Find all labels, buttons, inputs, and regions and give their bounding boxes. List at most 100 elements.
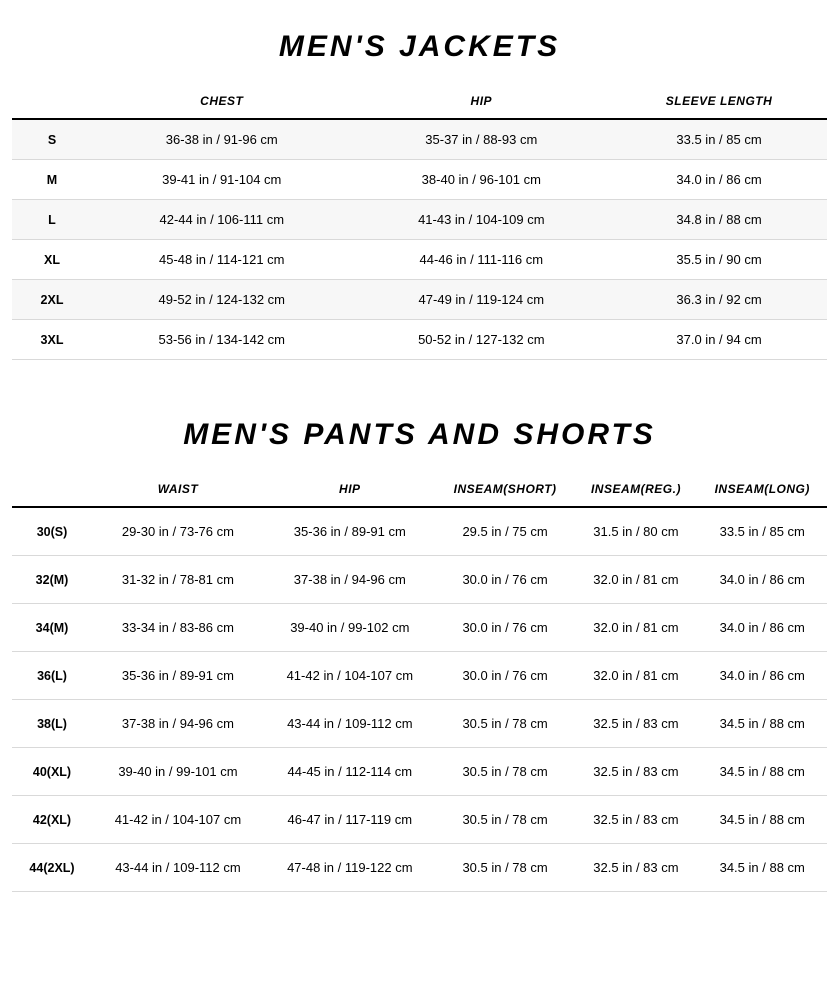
col-blank — [12, 84, 92, 119]
cell-hip: 47-48 in / 119-122 cm — [264, 844, 436, 892]
table-row: 30(S)29-30 in / 73-76 cm35-36 in / 89-91… — [12, 507, 827, 556]
cell-waist: 35-36 in / 89-91 cm — [92, 652, 264, 700]
col-hip: HIP — [352, 84, 612, 119]
cell-inseam-long: 34.0 in / 86 cm — [697, 652, 827, 700]
cell-chest: 42-44 in / 106-111 cm — [92, 200, 352, 240]
cell-chest: 36-38 in / 91-96 cm — [92, 119, 352, 160]
col-hip: HIP — [264, 472, 436, 507]
cell-hip: 41-42 in / 104-107 cm — [264, 652, 436, 700]
cell-inseam-reg: 32.0 in / 81 cm — [574, 556, 697, 604]
cell-hip: 35-37 in / 88-93 cm — [352, 119, 612, 160]
table-header-row: WAIST HIP INSEAM(SHORT) INSEAM(REG.) INS… — [12, 472, 827, 507]
col-sleeve: SLEEVE LENGTH — [611, 84, 827, 119]
cell-waist: 33-34 in / 83-86 cm — [92, 604, 264, 652]
cell-inseam-reg: 31.5 in / 80 cm — [574, 507, 697, 556]
table-row: M39-41 in / 91-104 cm38-40 in / 96-101 c… — [12, 160, 827, 200]
size-label: S — [12, 119, 92, 160]
cell-sleeve: 37.0 in / 94 cm — [611, 320, 827, 360]
table-row: 40(XL)39-40 in / 99-101 cm44-45 in / 112… — [12, 748, 827, 796]
size-label: 38(L) — [12, 700, 92, 748]
pants-table: WAIST HIP INSEAM(SHORT) INSEAM(REG.) INS… — [12, 472, 827, 892]
cell-hip: 46-47 in / 117-119 cm — [264, 796, 436, 844]
cell-waist: 37-38 in / 94-96 cm — [92, 700, 264, 748]
cell-inseam-reg: 32.5 in / 83 cm — [574, 844, 697, 892]
cell-hip: 44-45 in / 112-114 cm — [264, 748, 436, 796]
cell-inseam-reg: 32.5 in / 83 cm — [574, 748, 697, 796]
cell-waist: 41-42 in / 104-107 cm — [92, 796, 264, 844]
table-row: 34(M)33-34 in / 83-86 cm39-40 in / 99-10… — [12, 604, 827, 652]
table-row: 2XL49-52 in / 124-132 cm47-49 in / 119-1… — [12, 280, 827, 320]
cell-chest: 39-41 in / 91-104 cm — [92, 160, 352, 200]
cell-inseam-long: 34.5 in / 88 cm — [697, 748, 827, 796]
cell-inseam-long: 34.5 in / 88 cm — [697, 700, 827, 748]
cell-waist: 43-44 in / 109-112 cm — [92, 844, 264, 892]
cell-inseam-reg: 32.5 in / 83 cm — [574, 700, 697, 748]
size-label: 44(2XL) — [12, 844, 92, 892]
pants-title: MEN'S PANTS AND SHORTS — [12, 418, 827, 452]
table-row: XL45-48 in / 114-121 cm44-46 in / 111-11… — [12, 240, 827, 280]
cell-sleeve: 36.3 in / 92 cm — [611, 280, 827, 320]
cell-chest: 45-48 in / 114-121 cm — [92, 240, 352, 280]
size-label: 42(XL) — [12, 796, 92, 844]
cell-inseam-long: 33.5 in / 85 cm — [697, 507, 827, 556]
cell-hip: 39-40 in / 99-102 cm — [264, 604, 436, 652]
cell-inseam-reg: 32.0 in / 81 cm — [574, 652, 697, 700]
size-label: M — [12, 160, 92, 200]
table-row: 44(2XL)43-44 in / 109-112 cm47-48 in / 1… — [12, 844, 827, 892]
size-label: 36(L) — [12, 652, 92, 700]
cell-hip: 41-43 in / 104-109 cm — [352, 200, 612, 240]
table-row: S36-38 in / 91-96 cm35-37 in / 88-93 cm3… — [12, 119, 827, 160]
cell-waist: 39-40 in / 99-101 cm — [92, 748, 264, 796]
col-inseam-short: INSEAM(SHORT) — [436, 472, 575, 507]
table-row: 42(XL)41-42 in / 104-107 cm46-47 in / 11… — [12, 796, 827, 844]
cell-inseam-short: 29.5 in / 75 cm — [436, 507, 575, 556]
col-blank — [12, 472, 92, 507]
cell-chest: 53-56 in / 134-142 cm — [92, 320, 352, 360]
cell-chest: 49-52 in / 124-132 cm — [92, 280, 352, 320]
cell-waist: 29-30 in / 73-76 cm — [92, 507, 264, 556]
size-label: 32(M) — [12, 556, 92, 604]
cell-hip: 50-52 in / 127-132 cm — [352, 320, 612, 360]
size-label: XL — [12, 240, 92, 280]
size-label: 2XL — [12, 280, 92, 320]
cell-inseam-long: 34.0 in / 86 cm — [697, 556, 827, 604]
cell-inseam-short: 30.0 in / 76 cm — [436, 652, 575, 700]
cell-sleeve: 34.0 in / 86 cm — [611, 160, 827, 200]
size-label: 40(XL) — [12, 748, 92, 796]
cell-sleeve: 35.5 in / 90 cm — [611, 240, 827, 280]
cell-hip: 43-44 in / 109-112 cm — [264, 700, 436, 748]
size-label: L — [12, 200, 92, 240]
cell-hip: 38-40 in / 96-101 cm — [352, 160, 612, 200]
table-row: 32(M)31-32 in / 78-81 cm37-38 in / 94-96… — [12, 556, 827, 604]
cell-inseam-short: 30.5 in / 78 cm — [436, 700, 575, 748]
cell-inseam-reg: 32.5 in / 83 cm — [574, 796, 697, 844]
cell-hip: 37-38 in / 94-96 cm — [264, 556, 436, 604]
cell-sleeve: 33.5 in / 85 cm — [611, 119, 827, 160]
col-inseam-long: INSEAM(LONG) — [697, 472, 827, 507]
cell-inseam-long: 34.0 in / 86 cm — [697, 604, 827, 652]
cell-inseam-short: 30.0 in / 76 cm — [436, 556, 575, 604]
col-waist: WAIST — [92, 472, 264, 507]
cell-inseam-short: 30.5 in / 78 cm — [436, 844, 575, 892]
cell-inseam-short: 30.5 in / 78 cm — [436, 748, 575, 796]
jackets-table: CHEST HIP SLEEVE LENGTH S36-38 in / 91-9… — [12, 84, 827, 360]
col-chest: CHEST — [92, 84, 352, 119]
table-row: 3XL53-56 in / 134-142 cm50-52 in / 127-1… — [12, 320, 827, 360]
size-label: 3XL — [12, 320, 92, 360]
cell-inseam-short: 30.5 in / 78 cm — [436, 796, 575, 844]
cell-inseam-short: 30.0 in / 76 cm — [436, 604, 575, 652]
cell-hip: 35-36 in / 89-91 cm — [264, 507, 436, 556]
cell-hip: 44-46 in / 111-116 cm — [352, 240, 612, 280]
table-row: 38(L)37-38 in / 94-96 cm43-44 in / 109-1… — [12, 700, 827, 748]
cell-sleeve: 34.8 in / 88 cm — [611, 200, 827, 240]
table-row: L42-44 in / 106-111 cm41-43 in / 104-109… — [12, 200, 827, 240]
jackets-title: MEN'S JACKETS — [12, 30, 827, 64]
table-row: 36(L)35-36 in / 89-91 cm41-42 in / 104-1… — [12, 652, 827, 700]
col-inseam-reg: INSEAM(REG.) — [574, 472, 697, 507]
cell-hip: 47-49 in / 119-124 cm — [352, 280, 612, 320]
cell-inseam-long: 34.5 in / 88 cm — [697, 844, 827, 892]
cell-inseam-reg: 32.0 in / 81 cm — [574, 604, 697, 652]
cell-waist: 31-32 in / 78-81 cm — [92, 556, 264, 604]
size-label: 30(S) — [12, 507, 92, 556]
table-header-row: CHEST HIP SLEEVE LENGTH — [12, 84, 827, 119]
